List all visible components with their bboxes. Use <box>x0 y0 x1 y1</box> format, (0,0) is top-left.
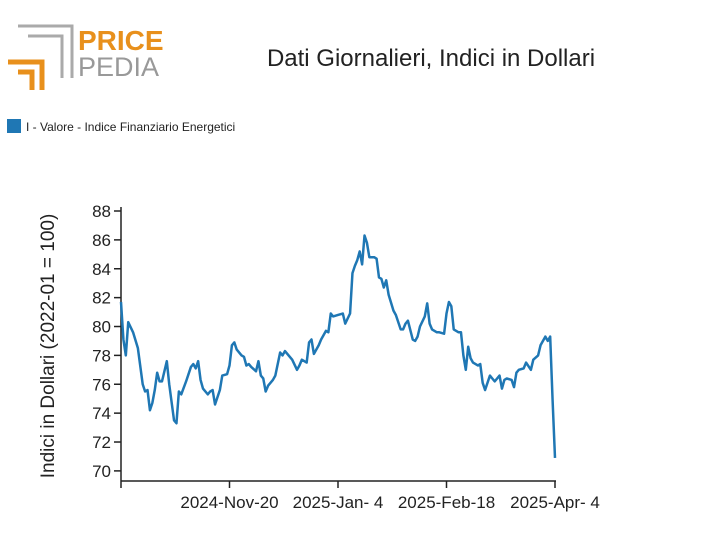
y-tick-label: 80 <box>92 318 111 337</box>
logo-text: PEDIA <box>78 52 159 82</box>
logo-mark <box>8 59 45 90</box>
logo-mark <box>18 69 35 90</box>
logo-text: PRICE <box>78 25 164 56</box>
x-tick-label: 2025-Jan- 4 <box>293 493 384 512</box>
line <box>119 234 557 458</box>
x-tick-label: 2025-Apr- 4 <box>510 493 600 512</box>
y-tick-label: 72 <box>92 433 111 452</box>
logo: PRICE PEDIA <box>8 24 164 90</box>
y-tick-label: 76 <box>92 375 111 394</box>
logo-mark <box>18 24 74 78</box>
y-tick-label: 88 <box>92 202 111 221</box>
y-tick-label: 82 <box>92 289 111 308</box>
legend-swatch <box>7 119 21 133</box>
legend-label: I - Valore - Indice Finanziario Energeti… <box>26 120 235 134</box>
y-tick-label: 86 <box>92 231 111 250</box>
y-tick-label: 74 <box>92 404 111 423</box>
y-axis-label: Indici in Dollari (2022-01 = 100) <box>38 214 59 479</box>
y-tick-label: 84 <box>92 260 111 279</box>
x-tick-label: 2024-Nov-20 <box>180 493 278 512</box>
chart-title: Dati Giornalieri, Indici in Dollari <box>267 45 595 72</box>
y-tick-label: 70 <box>92 462 111 481</box>
logo-mark <box>28 34 64 78</box>
y-tick-label: 78 <box>92 346 111 365</box>
x-tick-label: 2025-Feb-18 <box>398 493 495 512</box>
